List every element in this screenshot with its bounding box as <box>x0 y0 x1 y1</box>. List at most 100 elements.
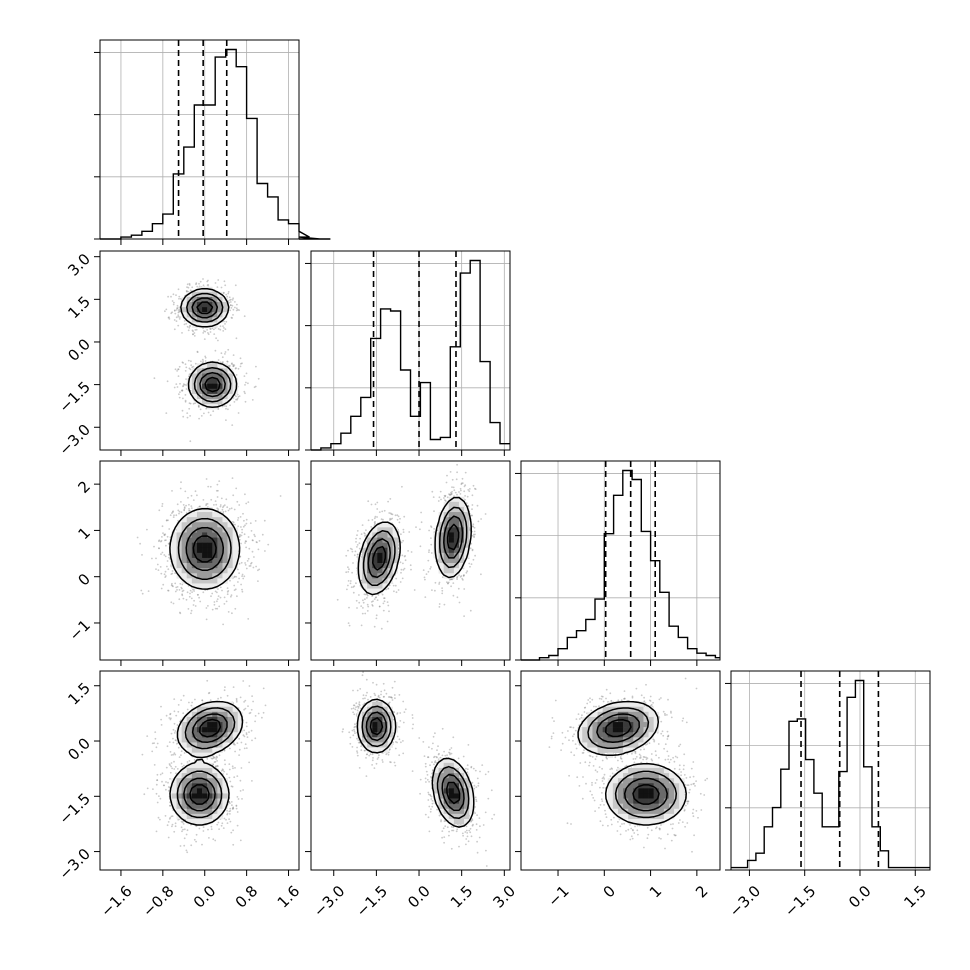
density-cell <box>202 393 208 400</box>
sample-point <box>209 331 212 333</box>
sample-point <box>244 562 247 564</box>
sample-point <box>189 402 192 405</box>
density-cell <box>202 557 208 564</box>
sample-point <box>356 553 359 556</box>
density-cell <box>377 522 383 528</box>
sample-point <box>375 614 378 617</box>
sample-point <box>193 332 196 334</box>
sample-point <box>164 533 167 536</box>
density-cell <box>196 398 203 405</box>
density-cell <box>387 563 393 569</box>
sample-point <box>402 531 405 533</box>
density-cell <box>217 527 223 533</box>
density-cell <box>181 552 188 559</box>
sample-point <box>460 489 462 492</box>
sample-point <box>182 383 185 386</box>
sample-point <box>179 316 181 318</box>
sample-point <box>376 501 379 504</box>
density-cell <box>392 552 399 559</box>
density-cell <box>377 527 383 533</box>
sample-point <box>239 365 242 368</box>
density-cell <box>458 506 465 513</box>
sample-point <box>248 565 251 567</box>
sample-point <box>240 561 243 564</box>
sample-point <box>375 596 377 598</box>
sample-point <box>374 520 376 523</box>
sample-point <box>258 568 261 571</box>
density-cell <box>181 557 188 564</box>
density-cell <box>217 363 223 369</box>
sample-point <box>241 573 244 576</box>
sample-point <box>240 534 243 537</box>
sample-point <box>399 561 402 564</box>
density-cell <box>448 512 455 518</box>
density-content <box>336 463 487 630</box>
sample-point <box>390 518 392 521</box>
sample-point <box>462 574 465 577</box>
sample-point <box>245 522 248 525</box>
sample-point <box>227 509 230 512</box>
density-cell <box>382 542 388 549</box>
density-cell <box>367 573 373 579</box>
sample-point <box>155 568 157 570</box>
sample-point <box>207 333 210 336</box>
sample-point <box>390 513 393 515</box>
sample-point <box>231 424 234 426</box>
sample-point <box>230 298 232 301</box>
sample-point <box>226 506 229 509</box>
sample-point <box>241 588 243 591</box>
density-cell <box>181 532 188 538</box>
sample-point <box>236 308 239 311</box>
sample-point <box>153 764 156 766</box>
sample-point <box>178 318 181 320</box>
density-cell <box>372 578 378 584</box>
sample-point <box>389 512 392 515</box>
sample-point <box>459 576 462 578</box>
sample-point <box>220 286 223 289</box>
sample-point <box>367 519 370 522</box>
sample-point <box>378 511 381 513</box>
sample-point <box>245 502 248 505</box>
sample-point <box>364 612 367 615</box>
sample-point <box>177 375 180 377</box>
sample-point <box>215 758 218 760</box>
sample-point <box>232 308 235 311</box>
sample-point <box>453 489 456 492</box>
density-cell <box>191 522 198 528</box>
sample-point <box>474 487 476 490</box>
density-cell <box>217 378 223 384</box>
sample-point <box>219 596 222 599</box>
density-cell <box>367 588 373 594</box>
density-cell <box>202 383 208 390</box>
sample-point <box>244 524 246 527</box>
density-cell <box>222 537 228 543</box>
sample-point <box>222 292 225 295</box>
sample-point <box>238 562 241 565</box>
sample-point <box>371 605 374 607</box>
sample-point <box>348 624 351 627</box>
sample-point <box>225 600 228 603</box>
sample-point <box>438 496 441 499</box>
sample-point <box>247 618 250 620</box>
sample-point <box>170 754 173 756</box>
contour-line <box>371 523 460 571</box>
sample-point <box>347 580 350 582</box>
sample-point <box>420 511 422 514</box>
sample-point <box>367 605 370 608</box>
sample-point <box>242 577 245 580</box>
sample-point <box>188 595 191 598</box>
sample-point <box>185 290 188 292</box>
density-cell <box>443 506 450 513</box>
sample-point <box>190 507 193 509</box>
sample-point <box>169 713 172 716</box>
sample-point <box>353 554 356 557</box>
sample-point <box>153 545 155 548</box>
sample-point <box>189 589 192 592</box>
sample-point <box>348 606 350 609</box>
density-cell <box>212 373 218 379</box>
sample-point <box>350 586 353 589</box>
density-cell <box>176 527 182 533</box>
sample-point <box>240 767 243 769</box>
sample-point <box>472 533 475 536</box>
sample-point <box>261 533 264 536</box>
